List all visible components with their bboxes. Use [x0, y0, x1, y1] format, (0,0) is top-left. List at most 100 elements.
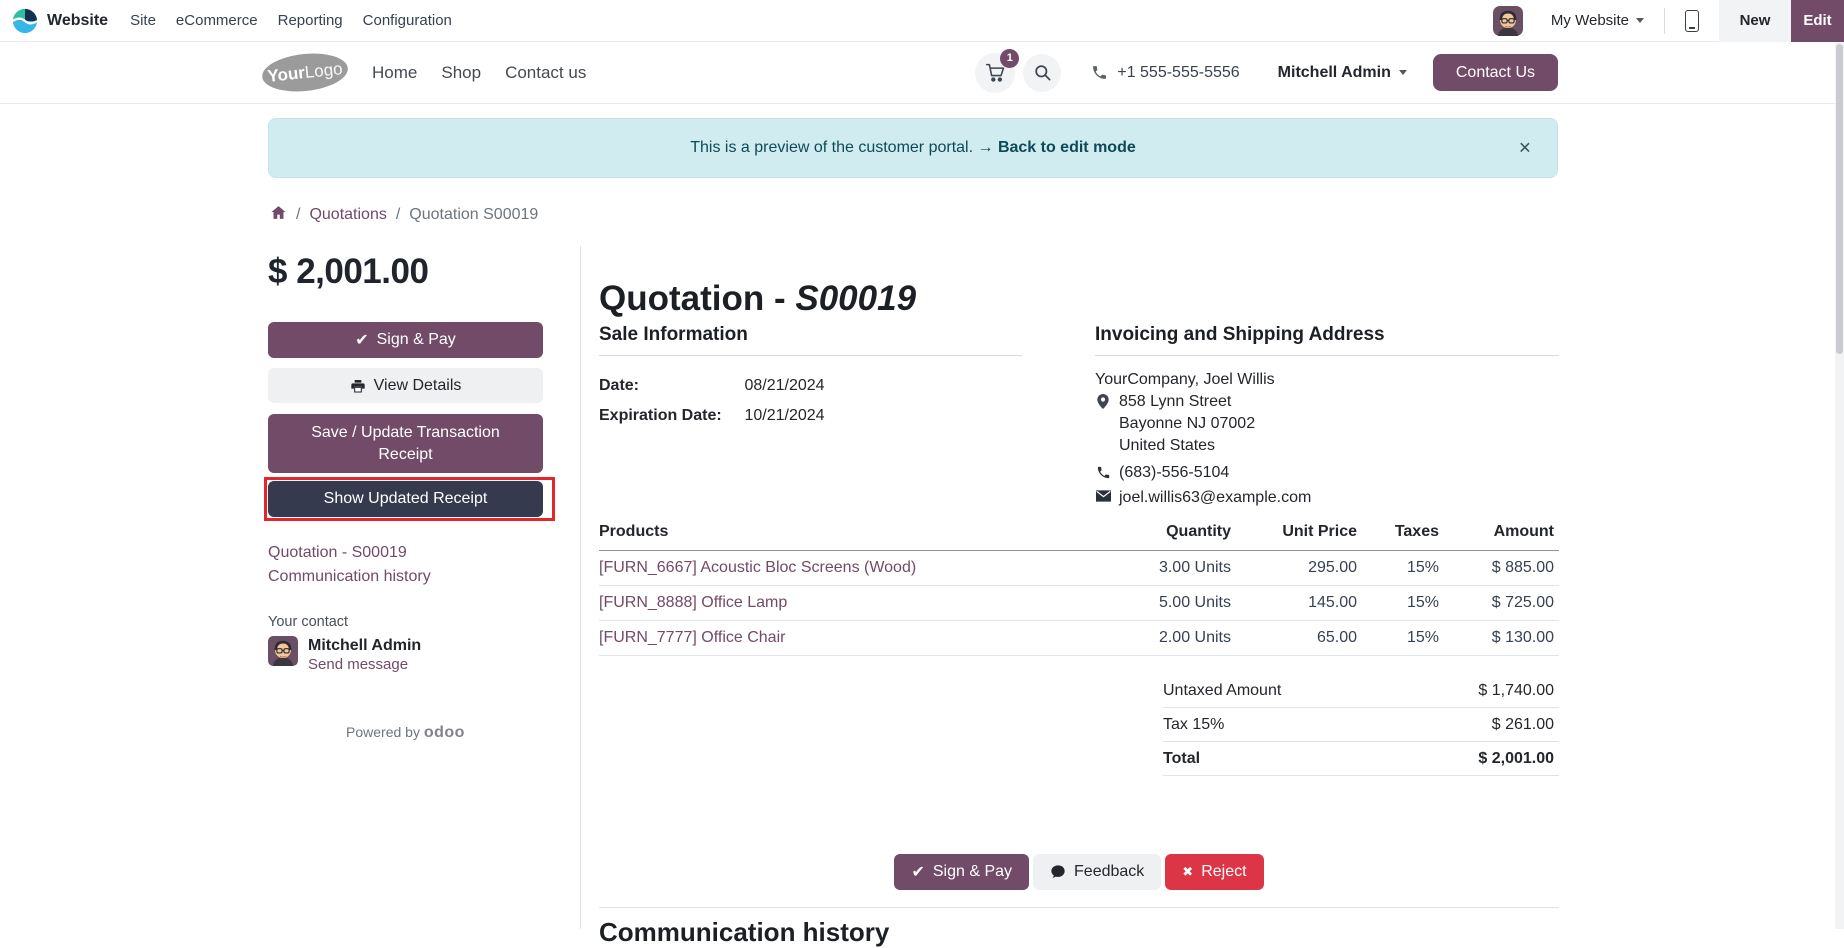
menu-ecommerce[interactable]: eCommerce — [175, 12, 258, 29]
quotation-document: Quotation - S00019 Sale Information Date… — [580, 246, 1559, 947]
menu-reporting[interactable]: Reporting — [277, 12, 343, 29]
scrollbar[interactable] — [1835, 42, 1844, 929]
header-user-menu[interactable]: Mitchell Admin — [1278, 64, 1407, 82]
website-app-menu[interactable]: Website — [0, 8, 108, 34]
check-icon: ✔ — [911, 864, 925, 881]
table-row: [FURN_8888] Office Lamp 5.00 Units 145.0… — [599, 586, 1559, 621]
document-actions: ✔ Sign & Pay Feedback ✖ Reject — [599, 854, 1559, 890]
address-phone-line[interactable]: (683)-556-5104 — [1095, 462, 1559, 484]
products-table-header: Products Quantity Unit Price Taxes Amoun… — [599, 518, 1559, 551]
contact-avatar — [268, 636, 298, 666]
totals-block: Untaxed Amount $ 1,740.00 Tax 15% $ 261.… — [1163, 674, 1559, 776]
sale-information-section: Sale Information Date: 08/21/2024 Expira… — [599, 324, 1022, 509]
communication-history-link[interactable]: Communication history — [268, 568, 431, 585]
expiration-date-value: 10/21/2024 — [744, 407, 825, 424]
nav-home[interactable]: Home — [372, 62, 418, 82]
x-icon: ✖ — [1182, 864, 1194, 879]
home-icon — [271, 206, 286, 219]
date-row: Date: 08/21/2024 — [599, 377, 825, 394]
reject-button[interactable]: ✖ Reject — [1165, 854, 1264, 890]
scrollbar-thumb[interactable] — [1836, 44, 1843, 354]
odoo-logo[interactable]: odoo — [423, 724, 465, 741]
divider — [599, 907, 1559, 908]
total-row: Total $ 2,001.00 — [1163, 742, 1559, 776]
tax-row: Tax 15% $ 261.00 — [1163, 708, 1559, 742]
website-switcher[interactable]: My Website — [1551, 12, 1644, 29]
site-logo[interactable]: Your Logo — [260, 49, 350, 96]
nav-shop[interactable]: Shop — [441, 62, 482, 82]
total-amount: $ 2,001.00 — [268, 252, 429, 291]
send-message-link[interactable]: Send message — [308, 656, 409, 673]
invoicing-shipping-heading: Invoicing and Shipping Address — [1095, 324, 1559, 356]
quotation-anchor-link[interactable]: Quotation - S00019 — [268, 544, 407, 561]
sign-pay-action-button[interactable]: ✔ Sign & Pay — [894, 854, 1030, 890]
your-contact-label: Your contact — [268, 614, 349, 630]
date-value: 08/21/2024 — [744, 377, 825, 394]
highlight-annotation — [264, 477, 555, 521]
product-link[interactable]: [FURN_7777] Office Chair — [599, 629, 786, 646]
chevron-down-icon — [1398, 70, 1407, 75]
cart-count-badge: 1 — [1000, 48, 1020, 68]
top-menus: Site eCommerce Reporting Configuration — [130, 12, 452, 29]
address-email-line[interactable]: joel.willis63@example.com — [1095, 487, 1559, 509]
save-update-receipt-button[interactable]: Save / Update Transaction Receipt — [268, 414, 543, 473]
divider — [1664, 7, 1665, 34]
header-right: 1 +1 555-555-5556 Mitchell Admin Contact… — [975, 48, 1558, 93]
quotations-link[interactable]: Quotations — [309, 206, 387, 223]
product-link[interactable]: [FURN_6667] Acoustic Bloc Screens (Wood) — [599, 559, 917, 576]
search-icon — [1035, 65, 1051, 81]
top-bar-right: My Website New Edit — [1492, 0, 1844, 42]
table-row: [FURN_7777] Office Chair 2.00 Units 65.0… — [599, 621, 1559, 656]
info-row: Sale Information Date: 08/21/2024 Expira… — [599, 324, 1559, 509]
expiration-date-row: Expiration Date: 10/21/2024 — [599, 407, 825, 424]
menu-configuration[interactable]: Configuration — [362, 12, 452, 29]
address-street-line: 858 Lynn Street — [1095, 391, 1559, 413]
address-name: YourCompany, Joel Willis — [1095, 371, 1275, 388]
untaxed-amount-row: Untaxed Amount $ 1,740.00 — [1163, 674, 1559, 708]
location-pin-icon — [1095, 394, 1111, 409]
arrow-right-icon: → — [977, 139, 994, 156]
page-title: Quotation - S00019 — [599, 279, 917, 319]
menu-site[interactable]: Site — [130, 12, 156, 29]
feedback-button[interactable]: Feedback — [1033, 854, 1162, 890]
new-button[interactable]: New — [1719, 0, 1791, 42]
site-header: Your Logo Home Shop Contact us 1 +1 555-5… — [0, 42, 1844, 104]
app-name: Website — [47, 11, 109, 29]
header-phone[interactable]: +1 555-555-5556 — [1091, 64, 1240, 82]
home-breadcrumb-link[interactable] — [270, 204, 287, 226]
mobile-preview-icon[interactable] — [1685, 9, 1699, 32]
check-icon: ✔ — [355, 332, 369, 349]
website-app-icon — [12, 8, 38, 34]
sale-information-heading: Sale Information — [599, 324, 1022, 356]
nav-contact-us[interactable]: Contact us — [505, 62, 587, 82]
user-avatar[interactable] — [1492, 5, 1523, 36]
phone-icon — [1093, 66, 1107, 79]
contact-us-button[interactable]: Contact Us — [1432, 54, 1558, 91]
back-to-edit-link[interactable]: → Back to edit mode — [977, 139, 1136, 156]
search-button[interactable] — [1023, 53, 1062, 92]
show-updated-receipt-button[interactable]: Show Updated Receipt — [268, 481, 543, 517]
breadcrumb: / Quotations / Quotation S00019 — [270, 204, 538, 226]
view-details-button[interactable]: View Details — [268, 368, 543, 403]
product-link[interactable]: [FURN_8888] Office Lamp — [599, 594, 788, 611]
sign-pay-button[interactable]: ✔ Sign & Pay — [268, 322, 543, 358]
contact-name: Mitchell Admin — [308, 637, 422, 654]
close-icon[interactable]: × — [1518, 136, 1531, 160]
address-city-line: Bayonne NJ 07002 — [1119, 415, 1256, 432]
site-nav: Home Shop Contact us — [372, 63, 586, 83]
printer-icon — [350, 379, 365, 393]
envelope-icon — [1095, 490, 1111, 502]
address-country-line: United States — [1119, 437, 1216, 454]
communication-history-heading: Communication history — [599, 917, 890, 947]
invoicing-shipping-section: Invoicing and Shipping Address YourCompa… — [1095, 324, 1559, 509]
contact-card: Mitchell Admin Send message — [268, 636, 421, 674]
speech-bubble-icon — [1051, 865, 1065, 878]
quotation-sidebar: $ 2,001.00 ✔ Sign & Pay View Details Sav… — [264, 252, 555, 792]
cart-button[interactable]: 1 — [975, 48, 1020, 93]
edit-button[interactable]: Edit — [1791, 0, 1844, 42]
portal-preview-banner: This is a preview of the customer portal… — [268, 118, 1558, 178]
quotation-ref: S00019 — [795, 279, 917, 319]
cart-icon — [985, 63, 1005, 82]
phone-icon — [1095, 465, 1111, 480]
powered-by: Powered by odoo — [346, 724, 465, 741]
